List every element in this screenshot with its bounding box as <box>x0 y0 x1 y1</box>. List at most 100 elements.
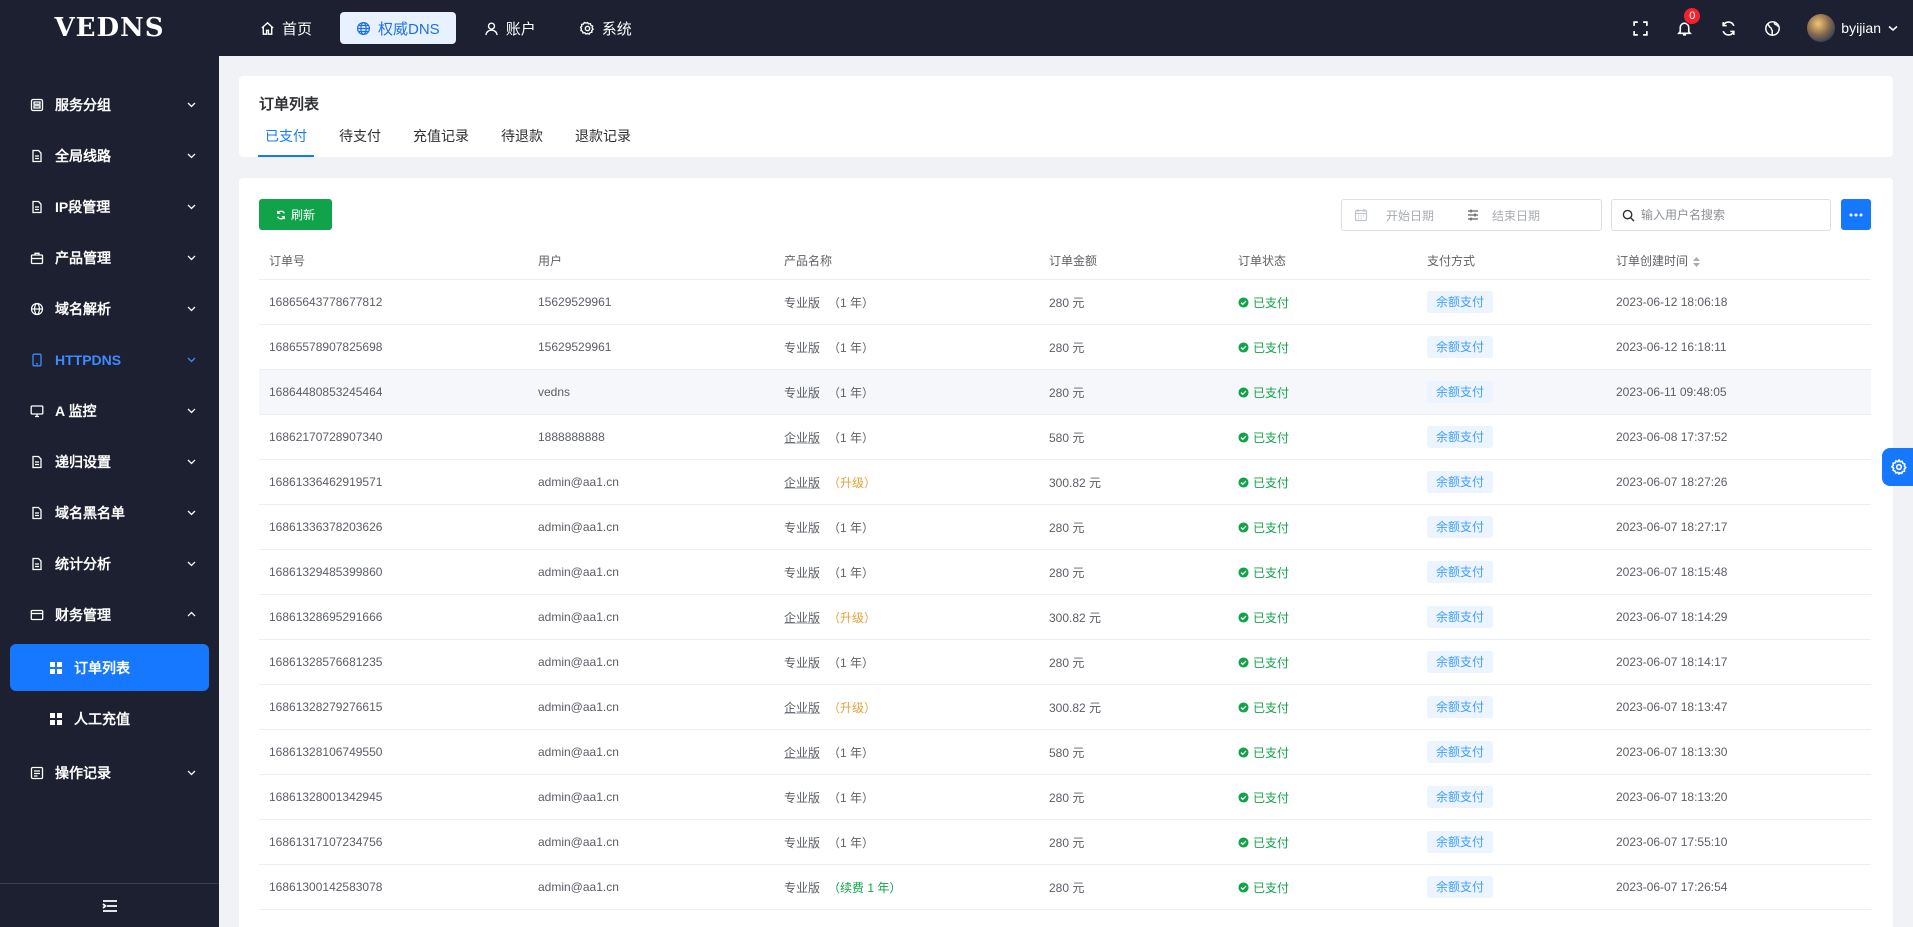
payment-method-tag: 余额支付 <box>1427 471 1494 493</box>
end-date-input[interactable]: 结束日期 <box>1492 208 1541 223</box>
sidebar-item-label: 统计分析 <box>55 556 111 572</box>
sidebar-subitem-manual-recharge[interactable]: 人工充值 <box>10 695 209 742</box>
cell-product: 专业版 （1 年） <box>774 639 1039 685</box>
tab-pending-refund[interactable]: 待退款 <box>501 128 543 144</box>
order-tabs: 已支付 待支付 充值记录 待退款 退款记录 <box>258 126 631 157</box>
table-row[interactable]: 16861300142583078 admin@aa1.cn 专业版 （续费 1 年）… <box>259 864 1871 910</box>
app-logo[interactable]: VEDNS <box>54 13 165 43</box>
sidebar-item-product-management[interactable]: 产品管理 <box>0 238 219 278</box>
search-input[interactable] <box>1641 208 1821 222</box>
sidebar-item-domain-blacklist[interactable]: 域名黑名单 <box>0 493 219 533</box>
date-range-picker[interactable]: 开始日期 结束日期 <box>1341 199 1602 231</box>
topnav-dns-label: 权威DNS <box>378 20 440 38</box>
topnav-system[interactable]: 系统 <box>564 12 648 44</box>
sidebar-collapse-button[interactable] <box>0 883 219 927</box>
cell-payment: 余额支付 <box>1417 729 1606 775</box>
cell-created: 2023-06-11 09:48:05 <box>1606 369 1871 415</box>
table-row[interactable]: 16862170728907340 1888888888 企业版 （1 年） 580 元… <box>259 414 1871 460</box>
chevron-down-icon <box>186 201 197 212</box>
cell-user: admin@aa1.cn <box>528 864 774 910</box>
gear-icon <box>579 21 595 36</box>
top-bar: VEDNS 首页 权威DNS 账户 系统 0 byijian <box>0 0 1913 56</box>
sidebar-item-domain-resolution[interactable]: 域名解析 <box>0 289 219 329</box>
table-row[interactable]: 16865578907825698 15629529961 专业版 （1 年） 280 … <box>259 324 1871 370</box>
refresh-icon[interactable] <box>1719 19 1737 37</box>
cell-product: 企业版 （1 年） <box>774 414 1039 460</box>
cell-payment: 余额支付 <box>1417 864 1606 910</box>
table-row[interactable]: 16861336462919571 admin@aa1.cn 企业版 （升级） 300.… <box>259 459 1871 505</box>
chevron-down-icon <box>186 252 197 263</box>
payment-method-tag: 余额支付 <box>1427 651 1494 673</box>
cell-created: 2023-06-07 18:27:26 <box>1606 459 1871 505</box>
sidebar-item-monitoring[interactable]: A 监控 <box>0 391 219 431</box>
sidebar-item-httpdns[interactable]: HTTPDNS <box>0 340 219 380</box>
cell-user: admin@aa1.cn <box>528 504 774 550</box>
refresh-button[interactable]: 刷新 <box>259 199 332 230</box>
cell-amount: 300.82 元 <box>1039 594 1228 640</box>
payment-method-tag: 余额支付 <box>1427 831 1494 853</box>
cell-order-no: 16861328576681235 <box>259 639 528 685</box>
cell-order-no: 16862170728907340 <box>259 414 528 460</box>
order-table: 订单号 用户 产品名称 订单金额 订单状态 支付方式 订单创建时间 168656… <box>259 252 1871 910</box>
header-created-time[interactable]: 订单创建时间 <box>1606 252 1871 280</box>
document-icon <box>30 557 44 571</box>
table-row[interactable]: 16861328279276615 admin@aa1.cn 企业版 （升级） 300.… <box>259 684 1871 730</box>
cell-product: 专业版 （1 年） <box>774 279 1039 325</box>
cell-amount: 280 元 <box>1039 774 1228 820</box>
table-row[interactable]: 16861336378203626 admin@aa1.cn 专业版 （1 年） 280… <box>259 504 1871 550</box>
status-label: 已支付 <box>1253 295 1290 310</box>
cell-user: admin@aa1.cn <box>528 819 774 865</box>
product-term: （1 年） <box>828 790 875 805</box>
language-globe-icon[interactable] <box>1763 19 1781 37</box>
table-row[interactable]: 16861328001342945 admin@aa1.cn 专业版 （1 年） 280… <box>259 774 1871 820</box>
sidebar-item-label: 操作记录 <box>55 765 111 781</box>
sidebar-item-service-group[interactable]: 服务分组 <box>0 85 219 125</box>
tab-unpaid[interactable]: 待支付 <box>339 128 381 144</box>
table-row[interactable]: 16861328576681235 admin@aa1.cn 专业版 （1 年） 280… <box>259 639 1871 685</box>
cell-created: 2023-06-07 17:55:10 <box>1606 819 1871 865</box>
cell-created: 2023-06-08 17:37:52 <box>1606 414 1871 460</box>
table-row[interactable]: 16861328695291666 admin@aa1.cn 企业版 （升级） 300.… <box>259 594 1871 640</box>
cell-amount: 580 元 <box>1039 729 1228 775</box>
sidebar-item-statistics[interactable]: 统计分析 <box>0 544 219 584</box>
cell-order-no: 16861328001342945 <box>259 774 528 820</box>
sidebar-item-label: 域名解析 <box>55 301 111 317</box>
topnav-home[interactable]: 首页 <box>244 12 328 44</box>
notification-bell-icon[interactable]: 0 <box>1675 7 1702 37</box>
user-menu[interactable]: byijian <box>1807 14 1899 42</box>
topnav-authoritative-dns[interactable]: 权威DNS <box>340 12 456 44</box>
mobile-icon <box>30 353 44 367</box>
sidebar-item-recursion-settings[interactable]: 递归设置 <box>0 442 219 482</box>
status-badge: 已支付 <box>1238 834 1289 851</box>
tab-paid[interactable]: 已支付 <box>258 126 314 157</box>
payment-method-tag: 余额支付 <box>1427 381 1494 403</box>
cell-payment: 余额支付 <box>1417 594 1606 640</box>
status-badge: 已支付 <box>1238 564 1289 581</box>
table-row[interactable]: 16861328106749550 admin@aa1.cn 企业版 （1 年） 580… <box>259 729 1871 775</box>
cell-order-no: 16861329485399860 <box>259 549 528 595</box>
sidebar-item-ip-range[interactable]: IP段管理 <box>0 187 219 227</box>
table-row[interactable]: 16865643778677812 15629529961 专业版 （1 年） 280 … <box>259 279 1871 325</box>
fullscreen-icon[interactable] <box>1631 19 1649 37</box>
sort-icon[interactable] <box>1692 256 1701 268</box>
check-circle-icon <box>1238 386 1249 398</box>
cell-status: 已支付 <box>1228 369 1417 415</box>
product-term: （1 年） <box>828 655 875 670</box>
sidebar-item-finance[interactable]: 财务管理 <box>0 595 219 635</box>
topnav-account[interactable]: 账户 <box>468 12 552 44</box>
gear-icon <box>1891 459 1907 475</box>
tab-refund-records[interactable]: 退款记录 <box>575 128 631 144</box>
table-row[interactable]: 16864480853245464 vedns 专业版 （1 年） 280 元 已支付 余额… <box>259 369 1871 415</box>
tab-recharge-records[interactable]: 充值记录 <box>413 128 469 144</box>
start-date-input[interactable]: 开始日期 <box>1386 208 1435 223</box>
product-plan: 专业版 <box>784 520 821 535</box>
more-options-button[interactable] <box>1841 199 1871 230</box>
sidebar-item-global-routes[interactable]: 全局线路 <box>0 136 219 176</box>
cell-payment: 余额支付 <box>1417 504 1606 550</box>
sidebar-item-operation-log[interactable]: 操作记录 <box>0 753 219 793</box>
table-row[interactable]: 16861329485399860 admin@aa1.cn 专业版 （1 年） 280… <box>259 549 1871 595</box>
settings-float-button[interactable] <box>1882 448 1913 486</box>
table-row[interactable]: 16861317107234756 admin@aa1.cn 专业版 （1 年） 280… <box>259 819 1871 865</box>
payment-method-tag: 余额支付 <box>1427 561 1494 583</box>
sidebar-subitem-order-list[interactable]: 订单列表 <box>10 644 209 691</box>
